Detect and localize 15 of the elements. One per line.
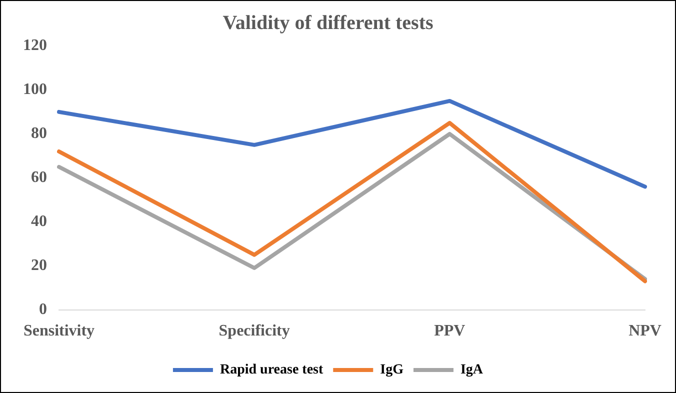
legend-label: IgG xyxy=(380,362,404,378)
chart-title: Validity of different tests xyxy=(222,12,434,34)
x-tick-label: Specificity xyxy=(218,322,290,340)
y-tick-label: 60 xyxy=(31,169,47,186)
legend-label: Rapid urease test xyxy=(220,362,324,378)
y-tick-label: 120 xyxy=(23,37,47,54)
y-tick-label: 80 xyxy=(31,125,47,142)
legend-label: IgA xyxy=(460,362,484,378)
y-tick-label: 40 xyxy=(31,213,47,230)
y-tick-label: 0 xyxy=(39,300,47,318)
x-tick-label: Sensitivity xyxy=(23,322,95,340)
x-tick-label: PPV xyxy=(434,322,466,340)
y-tick-label: 20 xyxy=(31,256,47,274)
y-tick-label: 100 xyxy=(23,81,47,98)
x-tick-label: NPV xyxy=(628,322,662,340)
